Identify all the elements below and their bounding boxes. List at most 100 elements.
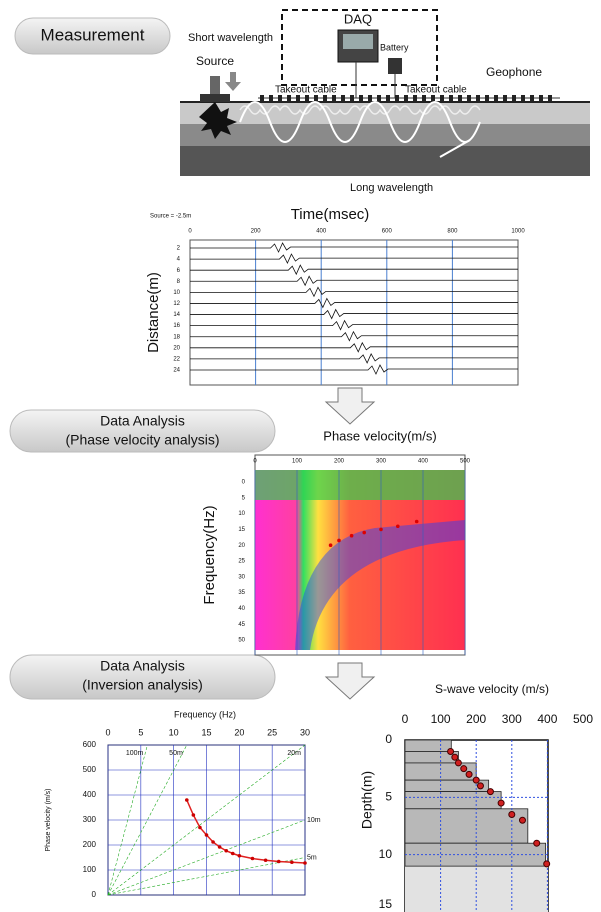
wavelength-label: 10m <box>307 817 321 824</box>
y-tick-label: 0 <box>92 890 97 899</box>
geophone <box>269 95 273 102</box>
geophone-label: Geophone <box>486 65 542 79</box>
vs-point <box>543 860 551 868</box>
step-label: Data Analysis <box>100 658 185 674</box>
vs-point <box>465 770 473 778</box>
step-pill <box>9 409 276 453</box>
x-tick-label: 400 <box>418 459 429 465</box>
geophone <box>539 95 543 102</box>
trace <box>190 353 518 364</box>
y-tick-label: 6 <box>177 268 181 274</box>
dispersion-point <box>224 848 228 853</box>
pick-point <box>396 524 400 529</box>
geophone <box>323 95 327 102</box>
step-label: Data Analysis <box>100 413 185 429</box>
y-tick-label: 12 <box>173 301 180 307</box>
y-axis-label: Phase velocity (m/s) <box>45 788 52 851</box>
step-label: Measurement <box>41 25 145 44</box>
y-tick-label: 35 <box>238 590 245 596</box>
geophone <box>458 95 462 102</box>
geophone <box>431 95 435 102</box>
source-hammer <box>210 76 220 94</box>
dispersion-point <box>276 859 281 864</box>
x-tick-label: 200 <box>334 459 345 465</box>
trace <box>190 253 518 265</box>
x-tick-label: 400 <box>316 229 327 235</box>
short-label: Short wavelength <box>188 32 273 44</box>
trace <box>190 242 518 253</box>
wavelength-line <box>107 744 188 896</box>
y-tick-label: 25 <box>238 559 245 565</box>
y-tick-label: 45 <box>238 622 245 628</box>
x-tick-label: 0 <box>188 229 192 235</box>
y-tick-label: 10 <box>238 511 245 517</box>
geophone <box>296 95 300 102</box>
trace <box>190 297 518 309</box>
geophone <box>332 95 336 102</box>
y-tick-label: 600 <box>83 740 97 749</box>
source-note: Source = -2.5m <box>150 214 191 220</box>
flow-arrow <box>324 387 376 425</box>
trace <box>190 364 518 375</box>
geophone <box>377 95 381 102</box>
x-tick-label: 0 <box>253 459 257 465</box>
y-tick-label: 500 <box>83 765 97 774</box>
geophone <box>521 95 525 102</box>
geophone <box>404 95 408 102</box>
source-plate <box>200 94 230 102</box>
pick-point <box>379 527 383 532</box>
y-tick-label: 300 <box>83 815 97 824</box>
vs-point <box>518 816 526 824</box>
pick-point <box>328 543 333 547</box>
y-tick-label: 24 <box>173 368 180 374</box>
trace <box>190 330 518 342</box>
dispersion-point <box>230 851 235 856</box>
dispersion-point <box>303 861 307 865</box>
trace <box>190 286 518 298</box>
x-tick-label: 800 <box>447 229 458 235</box>
x-tick-label: 1000 <box>511 229 525 235</box>
pick-point <box>362 530 367 535</box>
y-tick-label: 30 <box>238 574 245 580</box>
y-tick-label: 18 <box>173 334 180 340</box>
long-label: Long wavelength <box>350 182 433 194</box>
daq-label: DAQ <box>344 11 372 26</box>
geophone <box>395 95 399 102</box>
y-tick-label: 15 <box>379 897 393 911</box>
y-tick-label: 5 <box>242 495 246 501</box>
geophone <box>350 95 354 102</box>
dispersion-point <box>250 856 255 861</box>
trace <box>190 319 518 331</box>
trace <box>190 308 518 320</box>
wavelength-label: 5m <box>307 854 317 861</box>
flow-arrow <box>324 662 376 700</box>
geophone <box>386 95 390 102</box>
geophone <box>467 95 471 102</box>
y-tick-label: 5 <box>385 790 392 804</box>
x-tick-label: 500 <box>573 712 593 726</box>
vs-layer <box>404 808 529 844</box>
y-tick-label: 100 <box>83 865 97 874</box>
x-tick-label: 100 <box>292 459 303 465</box>
y-tick-label: 20 <box>173 345 180 351</box>
y-tick-label: 10 <box>173 290 180 296</box>
geophone <box>503 95 507 102</box>
dispersion-point <box>204 833 209 837</box>
x-tick-label: 200 <box>251 229 262 235</box>
vs-point <box>486 788 494 796</box>
seismogram-title: Time(msec) <box>291 206 370 223</box>
ground-layer <box>180 124 590 146</box>
geophone <box>548 95 552 102</box>
vs-layer <box>404 739 452 752</box>
x-tick-label: 20 <box>234 727 244 737</box>
daq-screen <box>343 34 373 49</box>
y-tick-label: 200 <box>83 840 97 849</box>
x-tick-label: 25 <box>267 727 277 737</box>
pick-point <box>414 519 419 524</box>
y-tick-label: 10 <box>379 847 393 861</box>
phase-title: Phase velocity(m/s) <box>323 428 436 443</box>
battery-label: Battery <box>380 42 409 52</box>
geophone <box>305 95 309 102</box>
step-pill <box>14 17 171 55</box>
wavelength-label: 20m <box>287 750 301 757</box>
